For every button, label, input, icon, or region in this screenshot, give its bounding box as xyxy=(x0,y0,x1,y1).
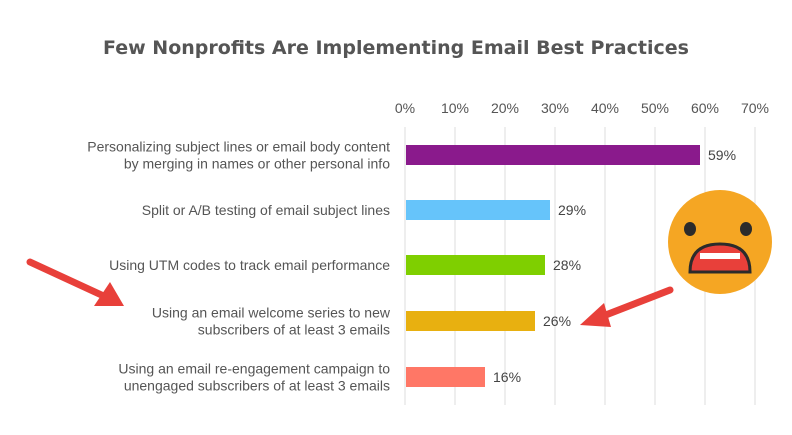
x-tick-label: 60% xyxy=(691,100,719,116)
bar xyxy=(406,200,550,220)
data-label: 28% xyxy=(553,257,581,273)
data-labels: 59% 29% 28% 26% 16% xyxy=(493,147,736,385)
category-label: Using an email re-engagement campaign to xyxy=(118,361,390,377)
category-labels: Personalizing subject lines or email bod… xyxy=(87,139,391,394)
bar xyxy=(406,311,535,331)
shocked-face-icon xyxy=(668,190,772,294)
category-label: subscribers of at least 3 emails xyxy=(198,322,390,338)
category-label: Personalizing subject lines or email bod… xyxy=(87,139,390,155)
chart-title: Few Nonprofits Are Implementing Email Be… xyxy=(103,37,689,59)
x-axis-ticks: 0% 10% 20% 30% 40% 50% 60% 70% xyxy=(395,100,769,116)
x-tick-label: 10% xyxy=(441,100,469,116)
category-label: Using UTM codes to track email performan… xyxy=(109,257,390,273)
category-label: Using an email welcome series to new xyxy=(152,305,391,321)
data-label: 29% xyxy=(558,202,586,218)
left-arrow-icon xyxy=(26,258,124,306)
x-tick-label: 20% xyxy=(491,100,519,116)
bars xyxy=(406,145,700,387)
data-label: 26% xyxy=(543,313,571,329)
data-label: 59% xyxy=(708,147,736,163)
bar xyxy=(406,367,485,387)
x-tick-label: 30% xyxy=(541,100,569,116)
x-tick-label: 50% xyxy=(641,100,669,116)
category-label: unengaged subscribers of at least 3 emai… xyxy=(124,378,390,394)
category-label: Split or A/B testing of email subject li… xyxy=(142,202,390,218)
x-tick-label: 40% xyxy=(591,100,619,116)
data-label: 16% xyxy=(493,369,521,385)
bar xyxy=(406,145,700,165)
x-tick-label: 0% xyxy=(395,100,415,116)
bar xyxy=(406,255,545,275)
right-arrow-icon xyxy=(580,286,674,327)
category-label: by merging in names or other personal in… xyxy=(124,156,390,172)
x-tick-label: 70% xyxy=(741,100,769,116)
